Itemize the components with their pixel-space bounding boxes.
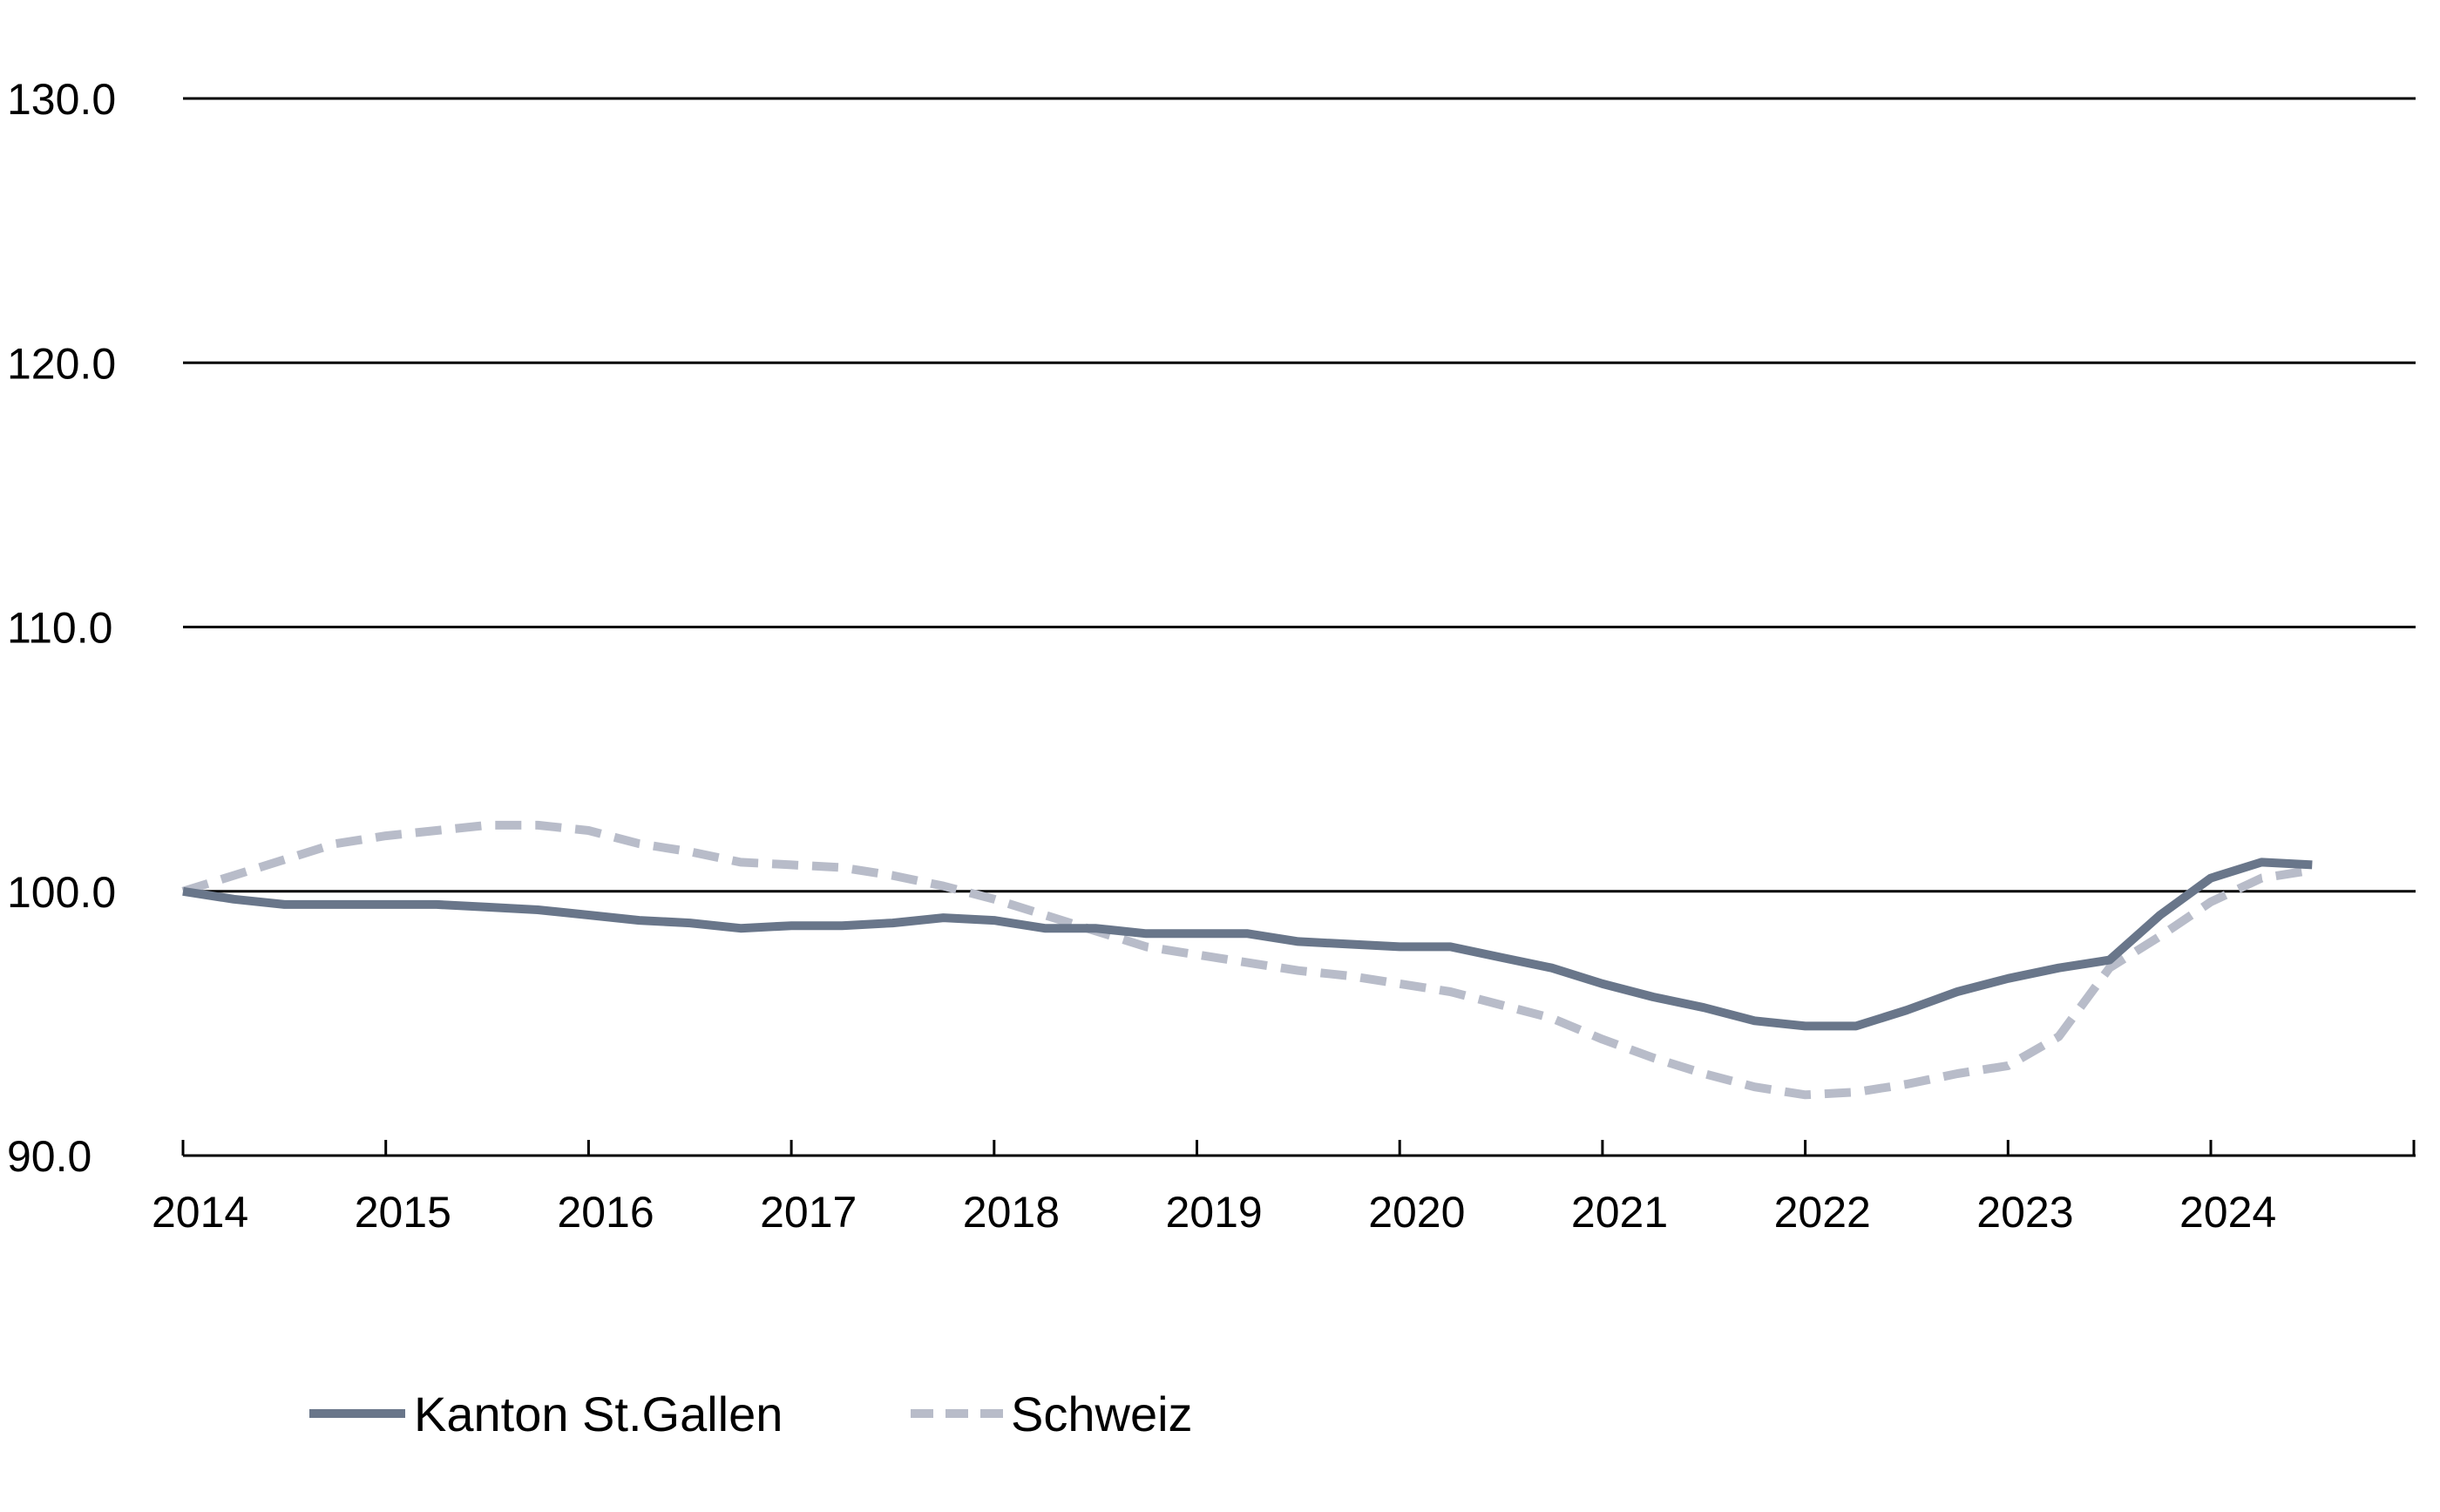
x-axis: 2014 2015 2016 2017 2018 2019 2020 2021 2022 2023… xyxy=(152,1140,2416,1237)
x-tick-label: 2014 xyxy=(152,1188,248,1237)
y-tick-label: 120.0 xyxy=(7,339,116,388)
x-tick-label: 2020 xyxy=(1368,1188,1465,1237)
x-tick-label: 2016 xyxy=(557,1188,654,1237)
y-axis-tick-labels: 90.0 100.0 110.0 120.0 130.0 xyxy=(7,75,116,1181)
series-line-schweiz xyxy=(181,820,2314,1100)
y-tick-label: 130.0 xyxy=(7,75,116,124)
series-line-kanton-st-gallen xyxy=(182,858,2313,1031)
y-tick-label: 110.0 xyxy=(7,604,112,653)
series-lines xyxy=(181,820,2314,1100)
x-tick-label: 2017 xyxy=(760,1188,857,1237)
x-tick-label: 2023 xyxy=(1976,1188,2073,1237)
x-tick-label: 2024 xyxy=(2179,1188,2276,1237)
x-tick-label: 2015 xyxy=(355,1188,451,1237)
legend-label: Schweiz xyxy=(1011,1387,1193,1441)
y-tick-label: 100.0 xyxy=(7,868,116,917)
x-tick-label: 2019 xyxy=(1166,1188,1263,1237)
y-tick-label: 90.0 xyxy=(7,1132,92,1181)
legend-label: Kanton St.Gallen xyxy=(414,1387,783,1441)
gridlines xyxy=(183,97,2416,893)
x-tick-label: 2021 xyxy=(1571,1188,1668,1237)
x-tick-label: 2018 xyxy=(963,1188,1060,1237)
legend: Kanton St.Gallen Schweiz xyxy=(309,1387,1193,1441)
x-tick-label: 2022 xyxy=(1774,1188,1871,1237)
